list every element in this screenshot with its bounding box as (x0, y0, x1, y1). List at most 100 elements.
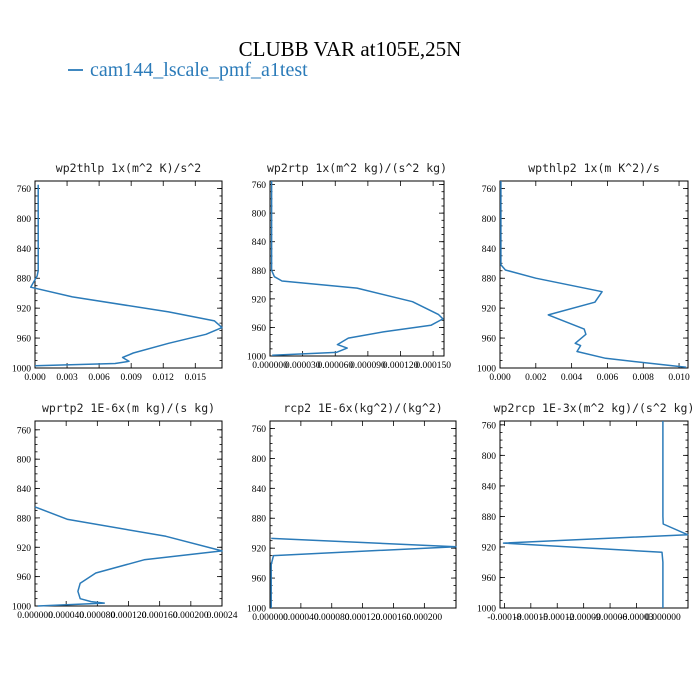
y-tick-label: 920 (482, 543, 497, 553)
x-tick-label: 0.000120 (345, 613, 381, 623)
x-tick-label: 0.000160 (142, 611, 178, 621)
y-tick-label: 760 (17, 426, 32, 436)
y-tick-label: 760 (252, 181, 267, 191)
y-tick-label: 1000 (12, 365, 31, 375)
y-tick-label: 800 (482, 215, 497, 225)
y-tick-label: 1000 (12, 603, 31, 613)
x-tick-label: 0.004 (561, 373, 583, 383)
chart-panel-6: wp2rcp 1E-3x(m^2 kg)/(s^2 kg) 760 800 840 88… (477, 401, 694, 623)
x-tick-label: 0.000080 (314, 613, 350, 623)
y-tick-label: 840 (17, 485, 32, 495)
y-tick-label: 1000 (477, 365, 496, 375)
x-tick-label: 0.000120 (383, 361, 419, 371)
x-tick-label: 0.000 (489, 373, 511, 383)
x-tick-label: 0.000 (24, 373, 46, 383)
x-tick-label: -0.00018 (487, 613, 521, 623)
x-tick-label: 0.009 (120, 373, 142, 383)
x-tick-label: 0.002 (525, 373, 547, 383)
x-tick-label: 0.000000 (252, 361, 288, 371)
y-tick-label: 880 (17, 514, 32, 524)
x-tick-label: 0.000120 (111, 611, 147, 621)
x-tick-label: -0.00006 (593, 613, 627, 623)
y-tick-label: 800 (252, 210, 267, 220)
x-tick-label: 0.000200 (407, 613, 443, 623)
panel-title: wp2thlp 1x(m^2 K)/s^2 (56, 161, 201, 175)
y-tick-label: 920 (17, 544, 32, 554)
y-tick-label: 960 (252, 575, 267, 585)
plot-frame (499, 420, 689, 609)
panel-title: wp2rcp 1E-3x(m^2 kg)/(s^2 kg) (494, 401, 695, 415)
chart-panel-5: rcp2 1E-6x(kg^2)/(kg^2) 760 800 840 880 920 96… (247, 401, 457, 623)
chart-panel-2: wp2rtp 1x(m^2 kg)/(s^2 kg)760 800 840 880 92… (247, 161, 451, 371)
x-tick-label: 0.003 (56, 373, 78, 383)
y-tick-label: 760 (482, 185, 497, 195)
y-tick-label: 840 (252, 485, 267, 495)
chart-panel-3: wpthlp2 1x(m K^2)/s 760 800 840 880 920 960 100… (477, 161, 690, 383)
plot-frame (34, 420, 223, 607)
x-tick-label: -0.00009 (567, 613, 601, 623)
x-tick-label: 0.000040 (283, 613, 319, 623)
series-line (34, 506, 223, 607)
x-tick-label: 0.000000 (252, 613, 288, 623)
x-tick-label: 0.012 (153, 373, 175, 383)
figure-title: CLUBB VAR at105E,25N (239, 37, 462, 61)
series-line (270, 181, 444, 357)
x-tick-label: 0.000160 (376, 613, 412, 623)
x-tick-label: -0.00012 (540, 613, 574, 623)
y-tick-label: 840 (252, 238, 267, 248)
panel-title: rcp2 1E-6x(kg^2)/(kg^2) (283, 401, 442, 415)
y-tick-label: 920 (252, 545, 267, 555)
x-tick-label: 0.006 (597, 373, 619, 383)
chart-panel-4: wprtp2 1E-6x(m kg)/(s kg) 760 800 840 880 920… (12, 401, 238, 621)
x-tick-label: -0.00003 (619, 613, 653, 623)
y-tick-label: 920 (252, 295, 267, 305)
y-tick-label: 1000 (247, 605, 266, 615)
y-tick-label: 880 (17, 275, 32, 285)
x-tick-label: 0.000040 (48, 611, 84, 621)
x-tick-label: 0.008 (633, 373, 655, 383)
y-tick-label: 960 (482, 574, 497, 584)
chart-panel-1: wp2thlp 1x(m^2 K)/s^2 760 800 840 880 920 960 1… (12, 161, 223, 383)
y-tick-label: 760 (17, 185, 32, 195)
x-tick-label: 0.010 (668, 373, 690, 383)
y-tick-label: 800 (17, 215, 32, 225)
y-tick-label: 960 (482, 335, 497, 345)
x-tick-label: 0.000060 (317, 361, 353, 371)
plot-frame (34, 180, 223, 369)
panel-title: wp2rtp 1x(m^2 kg)/(s^2 kg) (267, 161, 447, 175)
y-tick-label: 880 (482, 513, 497, 523)
x-tick-label: 0.000000 (645, 613, 681, 623)
y-tick-label: 960 (17, 335, 32, 345)
y-tick-label: 880 (482, 275, 497, 285)
y-tick-label: 840 (482, 482, 497, 492)
y-tick-label: 800 (17, 456, 32, 466)
y-tick-label: 800 (482, 452, 497, 462)
y-tick-label: 800 (252, 455, 267, 465)
plot-frame (269, 180, 445, 357)
y-tick-label: 960 (252, 324, 267, 334)
x-tick-label: -0.00015 (514, 613, 548, 623)
x-tick-label: 0.000090 (350, 361, 386, 371)
y-tick-label: 1000 (247, 353, 266, 363)
y-tick-label: 840 (482, 245, 497, 255)
y-tick-label: 880 (252, 267, 267, 277)
y-tick-label: 920 (17, 305, 32, 315)
y-tick-label: 920 (482, 305, 497, 315)
x-tick-label: 0.000080 (80, 611, 116, 621)
x-tick-label: 0.006 (88, 373, 110, 383)
plot-frame (269, 420, 457, 609)
y-tick-label: 880 (252, 515, 267, 525)
x-tick-label: 0.000000 (17, 611, 53, 621)
plot-frame (499, 180, 689, 369)
chart-panels: wp2thlp 1x(m^2 K)/s^2 760 800 840 880 920 960 1… (12, 161, 694, 623)
y-tick-label: 1000 (477, 605, 496, 615)
x-tick-label: 0.000200 (173, 611, 209, 621)
panel-title: wprtp2 1E-6x(m kg)/(s kg) (42, 401, 215, 415)
series-line (502, 421, 689, 608)
y-tick-label: 760 (482, 421, 497, 431)
y-tick-label: 760 (252, 425, 267, 435)
series-line (500, 181, 687, 369)
y-tick-label: 960 (17, 573, 32, 583)
series-line (29, 184, 223, 367)
